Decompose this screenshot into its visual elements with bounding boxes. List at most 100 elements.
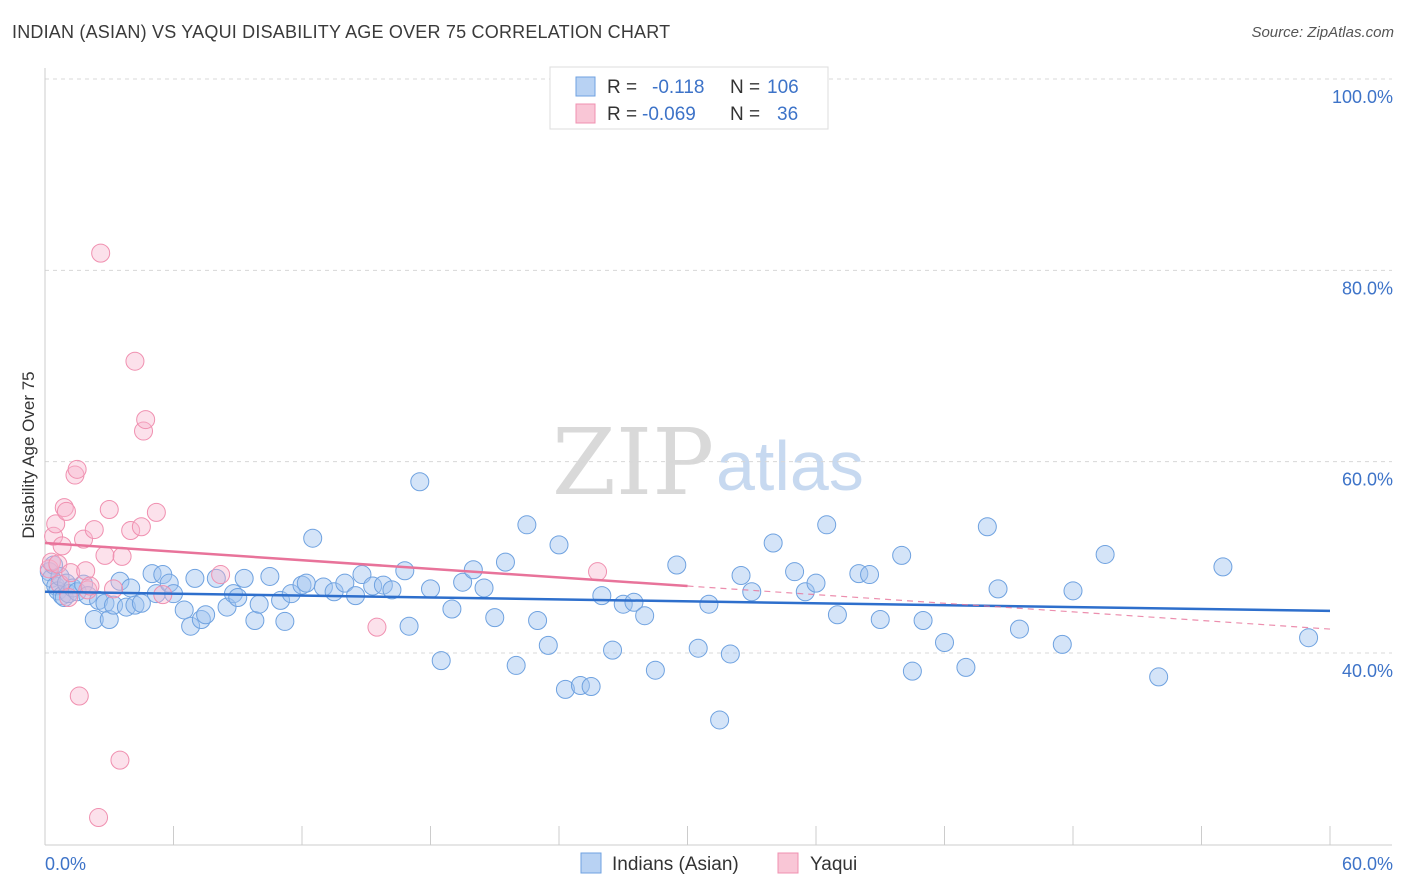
x-tick-labels: 0.0% 60.0% [45,854,1393,874]
source-label: Source: ZipAtlas.com [1251,24,1394,41]
legend-n-label-yaqui: N = [730,104,760,125]
point-indians [442,599,462,619]
legend-swatch-yaqui [575,103,596,124]
point-indians [296,573,316,593]
point-indians [196,605,216,625]
y-tick-label: 100.0% [1332,87,1393,107]
trend-lines [44,541,1331,630]
y-tick-label: 60.0% [1342,470,1393,490]
point-indians [363,576,383,596]
point-indians [245,610,265,630]
point-indians [528,610,548,630]
trend-line-indians [44,590,1331,613]
point-yaqui [134,421,154,441]
point-indians [395,561,415,581]
point-indians [581,676,601,696]
point-indians [603,640,623,660]
point-indians [538,635,558,655]
bottom-legend: Indians (Asian) Yaqui [580,852,857,875]
point-yaqui [39,559,59,579]
y-tick-label: 80.0% [1342,278,1393,298]
point-yaqui [121,521,141,541]
point-indians [234,568,254,588]
point-yaqui [76,561,96,581]
point-indians [860,565,880,585]
point-indians [1149,667,1169,687]
legend: R = -0.118 N = 106 R = -0.069 N = 36 [549,66,829,130]
point-yaqui [84,520,104,540]
gridlines [45,78,1392,654]
point-yaqui [110,750,130,770]
point-indians [174,600,194,620]
point-yaqui [52,536,72,556]
point-yaqui [69,686,89,706]
point-yaqui [125,351,145,371]
point-indians [1052,634,1072,654]
point-yaqui [67,459,87,479]
point-yaqui [91,243,111,263]
point-indians [421,579,440,599]
trend-line-yaqui [44,541,688,588]
point-indians [624,592,644,612]
point-indians [228,588,248,608]
point-indians [399,616,419,636]
data-points [39,243,1319,828]
point-indians [110,571,130,591]
point-indians [913,610,933,630]
point-yaqui [80,576,100,596]
point-indians [806,573,826,593]
point-indians [570,676,590,696]
y-tick-label: 40.0% [1342,661,1393,681]
legend-n-value-indians: 106 [767,77,799,98]
point-indians [453,572,473,592]
bottom-legend-label-yaqui: Yaqui [810,854,857,875]
point-indians [892,545,912,565]
point-indians [335,573,355,593]
point-yaqui [131,517,151,537]
point-yaqui [99,500,119,519]
point-indians [635,606,655,626]
point-indians [181,616,201,636]
point-yaqui [146,502,166,522]
point-indians [159,573,179,593]
point-yaqui [211,565,231,585]
point-yaqui [104,579,124,599]
point-indians [517,515,537,535]
point-indians [977,517,997,537]
point-indians [667,555,687,575]
point-indians [555,679,575,699]
point-yaqui [74,529,94,549]
point-indians [495,552,515,572]
legend-n-value-yaqui: 36 [777,104,798,125]
point-yaqui [95,545,115,565]
point-indians [382,580,402,600]
point-indians [474,578,494,598]
y-tick-labels: 100.0% 80.0% 60.0% 40.0% [1332,87,1393,681]
bottom-legend-label-indians: Indians (Asian) [612,854,739,875]
y-axis-label: Disability Age Over 75 [19,371,38,538]
point-indians [410,472,430,492]
legend-r-label-indians: R = [607,77,637,98]
legend-r-value-indians: -0.118 [652,77,704,98]
legend-n-label-indians: N = [730,77,760,98]
point-indians [870,610,890,630]
point-indians [249,594,269,614]
point-indians [549,535,569,555]
point-indians [463,560,483,580]
point-yaqui [588,562,608,582]
point-yaqui [56,501,76,521]
x-tick-label: 60.0% [1342,854,1393,874]
point-indians [373,575,393,595]
point-indians [720,644,740,664]
legend-r-value-yaqui: -0.069 [642,104,696,125]
point-indians [142,564,162,584]
point-indians [260,566,280,586]
point-yaqui [136,410,156,430]
point-indians [935,632,954,652]
point-indians [645,660,665,680]
point-indians [827,605,847,625]
point-indians [275,611,295,631]
point-indians [785,562,805,582]
legend-swatch-indians [575,76,596,97]
